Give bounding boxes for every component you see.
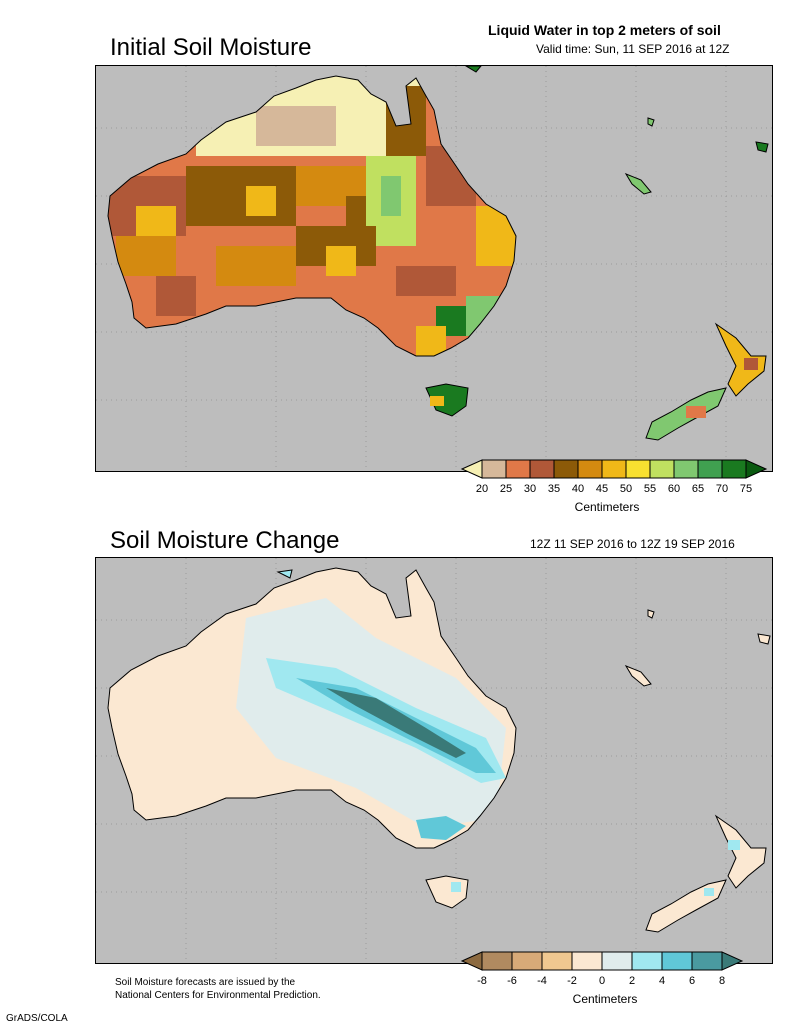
panel2-colorbar-tick-label: 0 — [599, 975, 605, 987]
panel2-colorbar-label: Centimeters — [572, 992, 638, 1006]
panel2-colorbar-arrow-low — [460, 951, 483, 971]
panel1-colorbar-tick-label: 70 — [716, 483, 728, 495]
panel1-colorbar-tick-label: 75 — [740, 483, 752, 495]
panel2-colorbar-tick-label: 4 — [659, 975, 665, 987]
panel1-title: Initial Soil Moisture — [110, 34, 312, 61]
panel1-colorbar-swatch — [553, 459, 579, 479]
panel2-colorbar-tick-label: -6 — [507, 975, 517, 987]
panel1-colorbar-arrow-low — [460, 459, 483, 479]
new-zealand-change — [645, 814, 767, 933]
panel2-colorbar-swatch — [481, 951, 513, 971]
panel2-colorbar-tick-label: 6 — [689, 975, 695, 987]
panel2-colorbar-tick-label: -4 — [537, 975, 547, 987]
panel2-colorbar-tick-label: 8 — [719, 975, 725, 987]
panel1-colorbar-swatch — [721, 459, 747, 479]
panel1-variable-label: Liquid Water in top 2 meters of soil — [488, 22, 721, 38]
soil-moisture-change-map — [95, 557, 773, 964]
panel1-colorbar: 20 25 30 35 40 45 50 55 60 65 70 75 — [460, 459, 768, 495]
panel1-colorbar-tick-label: 20 — [476, 483, 488, 495]
panel1-colorbar-tick-label: 45 — [596, 483, 608, 495]
panel1-colorbar-swatch — [505, 459, 531, 479]
australia-moisture-change — [107, 567, 517, 849]
panel1-colorbar-tick-label: 60 — [668, 483, 680, 495]
panel2-colorbar-tick-label: 2 — [629, 975, 635, 987]
footer-line-2: National Centers for Environmental Predi… — [115, 990, 321, 1001]
australia-soil-moisture — [107, 75, 517, 357]
panel1-colorbar-tick-label: 65 — [692, 483, 704, 495]
panel1-colorbar-arrow-high — [745, 459, 768, 479]
panel1-colorbar-label: Centimeters — [574, 500, 640, 514]
map1-svg — [96, 66, 772, 471]
panel2-colorbar-swatch — [601, 951, 633, 971]
panel1-colorbar-swatch — [601, 459, 627, 479]
new-zealand — [645, 322, 767, 441]
panel2-colorbar-tick-label: -2 — [567, 975, 577, 987]
panel1-colorbar-tick-label: 30 — [524, 483, 536, 495]
panel2-colorbar-swatch — [571, 951, 603, 971]
panel2-colorbar-tick-label: -8 — [477, 975, 487, 987]
panel1-colorbar-swatch — [673, 459, 699, 479]
panel1-colorbar-tick-label: 40 — [572, 483, 584, 495]
panel2-colorbar: -8 -6 -4 -2 0 2 4 6 8 — [460, 951, 744, 987]
panel2-title: Soil Moisture Change — [110, 527, 340, 554]
panel2-colorbar-swatch — [631, 951, 663, 971]
panel2-colorbar-swatch — [541, 951, 573, 971]
tasmania — [425, 383, 469, 417]
panel2-colorbar-swatch — [661, 951, 693, 971]
islands — [465, 66, 769, 195]
initial-soil-moisture-map — [95, 65, 773, 472]
panel2-colorbar-swatch — [511, 951, 543, 971]
tasmania-change — [425, 875, 469, 909]
panel1-colorbar-tick-label: 35 — [548, 483, 560, 495]
grads-credit: GrADS/COLA — [6, 1013, 68, 1024]
panel1-colorbar-swatch — [481, 459, 507, 479]
panel2-valid-range: 12Z 11 SEP 2016 to 12Z 19 SEP 2016 — [530, 537, 735, 551]
footer-note: Soil Moisture forecasts are issued by th… — [115, 976, 321, 1002]
panel1-valid-time: Valid time: Sun, 11 SEP 2016 at 12Z — [536, 42, 730, 56]
panel1-colorbar-tick-label: 50 — [620, 483, 632, 495]
panel1-colorbar-swatch — [649, 459, 675, 479]
islands-change — [276, 569, 771, 687]
panel2-colorbar-arrow-high — [721, 951, 744, 971]
panel2-colorbar-swatch — [691, 951, 723, 971]
panel1-colorbar-swatch — [625, 459, 651, 479]
map2-svg — [96, 558, 772, 963]
panel1-colorbar-tick-label: 55 — [644, 483, 656, 495]
footer-line-1: Soil Moisture forecasts are issued by th… — [115, 977, 296, 988]
panel1-colorbar-tick-label: 25 — [500, 483, 512, 495]
panel1-colorbar-swatch — [529, 459, 555, 479]
panel1-colorbar-swatch — [697, 459, 723, 479]
panel1-colorbar-swatch — [577, 459, 603, 479]
